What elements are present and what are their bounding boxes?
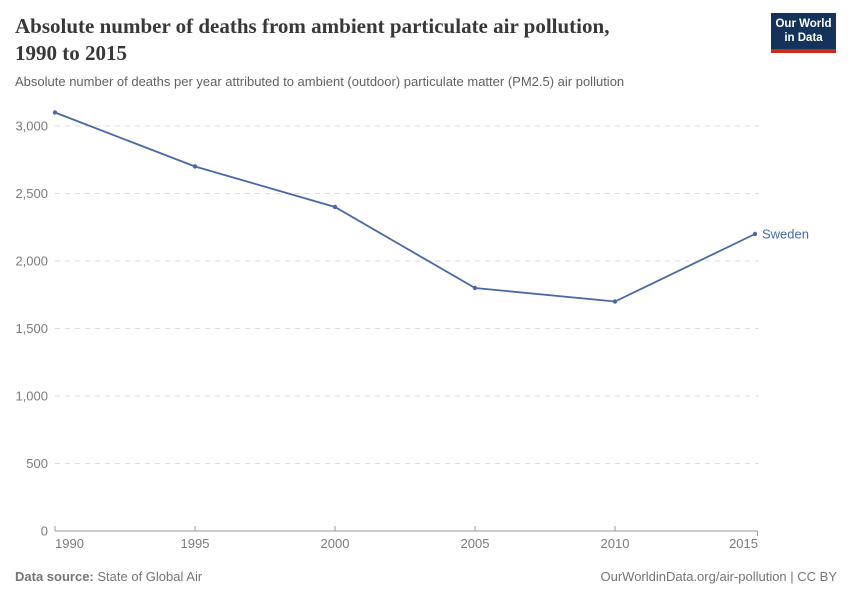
attribution: OurWorldinData.org/air-pollution | CC BY: [600, 569, 837, 584]
data-point: [752, 231, 758, 237]
owid-logo-line1: Our World: [775, 18, 832, 30]
chart-subtitle: Absolute number of deaths per year attri…: [15, 74, 625, 89]
x-tick-label: 2000: [321, 536, 350, 551]
data-source-value: State of Global Air: [97, 569, 203, 584]
y-tick-label: 500: [26, 456, 48, 471]
data-point: [52, 110, 58, 115]
y-tick-label: 3,000: [15, 119, 48, 134]
data-point: [332, 204, 338, 210]
data-source-label: Data source:: [15, 569, 94, 584]
x-tick-label: 1990: [55, 536, 84, 551]
owid-logo-line2: in Data: [784, 31, 823, 44]
data-line-sweden: [54, 111, 756, 303]
x-tick-label: 2015: [729, 536, 758, 551]
x-tick-label: 2005: [461, 536, 490, 551]
data-point: [472, 285, 478, 291]
x-tick-label: 2010: [601, 536, 630, 551]
series-end-label: Sweden: [762, 227, 809, 242]
y-tick-label: 0: [41, 524, 48, 539]
chart-title: Absolute number of deaths from ambient p…: [15, 13, 715, 67]
chart-title-line2: 1990 to 2015: [15, 41, 127, 65]
y-tick-label: 1,500: [15, 321, 48, 336]
chart-title-line1: Absolute number of deaths from ambient p…: [15, 14, 610, 38]
data-source: Data source: State of Global Air: [15, 569, 202, 584]
y-tick-label: 2,000: [15, 254, 48, 269]
data-point: [192, 164, 198, 169]
data-point: [612, 299, 618, 304]
x-tick-label: 1995: [181, 536, 210, 551]
owid-logo: Our World in Data: [771, 13, 836, 53]
y-tick-label: 2,500: [15, 186, 48, 201]
y-tick-label: 1,000: [15, 389, 48, 404]
